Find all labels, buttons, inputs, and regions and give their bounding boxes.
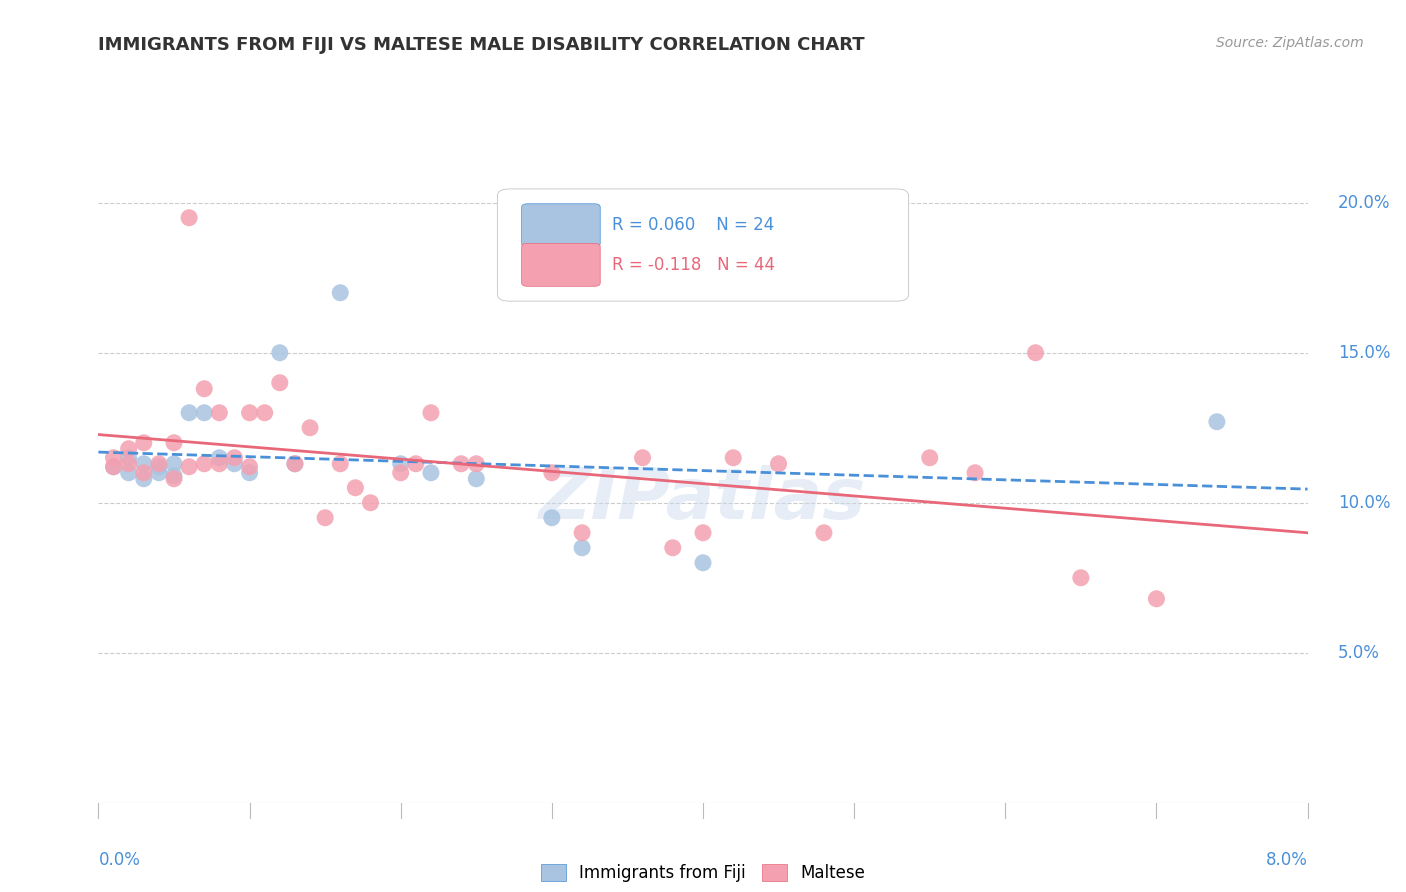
Point: [148, 466, 170, 480]
Point: [405, 457, 427, 471]
Point: [918, 450, 941, 465]
Point: [1024, 345, 1046, 359]
Point: [148, 457, 170, 471]
Point: [299, 421, 322, 435]
Point: [329, 457, 352, 471]
Text: 5.0%: 5.0%: [1339, 644, 1379, 662]
Point: [163, 457, 186, 471]
Point: [540, 510, 562, 524]
Text: 10.0%: 10.0%: [1339, 494, 1391, 512]
Point: [269, 376, 291, 390]
Point: [118, 466, 141, 480]
Point: [224, 457, 246, 471]
Point: [269, 345, 291, 359]
Point: [103, 459, 125, 474]
Point: [193, 382, 215, 396]
Point: [179, 211, 201, 225]
Legend: Immigrants from Fiji, Maltese: Immigrants from Fiji, Maltese: [534, 857, 872, 888]
FancyBboxPatch shape: [522, 203, 600, 247]
Point: [314, 510, 336, 524]
Point: [118, 442, 141, 456]
Point: [253, 406, 276, 420]
Point: [723, 450, 745, 465]
Point: [148, 459, 170, 474]
FancyBboxPatch shape: [498, 189, 908, 301]
Point: [239, 466, 262, 480]
Point: [132, 472, 155, 486]
Point: [239, 406, 262, 420]
Point: [163, 435, 186, 450]
Point: [118, 457, 141, 471]
Point: [208, 450, 231, 465]
Text: IMMIGRANTS FROM FIJI VS MALTESE MALE DISABILITY CORRELATION CHART: IMMIGRANTS FROM FIJI VS MALTESE MALE DIS…: [98, 36, 865, 54]
Point: [132, 457, 155, 471]
Text: R = -0.118   N = 44: R = -0.118 N = 44: [612, 256, 775, 274]
FancyBboxPatch shape: [522, 244, 600, 286]
Point: [1070, 571, 1092, 585]
Point: [179, 459, 201, 474]
Point: [965, 466, 987, 480]
Point: [540, 466, 562, 480]
Point: [692, 556, 714, 570]
Point: [692, 525, 714, 540]
Text: 8.0%: 8.0%: [1265, 851, 1308, 869]
Point: [132, 435, 155, 450]
Point: [179, 406, 201, 420]
Point: [118, 450, 141, 465]
Point: [193, 406, 215, 420]
Point: [208, 457, 231, 471]
Point: [284, 457, 307, 471]
Point: [329, 285, 352, 300]
Point: [163, 468, 186, 483]
Point: [571, 525, 593, 540]
Text: 15.0%: 15.0%: [1339, 343, 1391, 362]
Point: [193, 457, 215, 471]
Point: [419, 406, 441, 420]
Point: [103, 450, 125, 465]
Text: R = 0.060    N = 24: R = 0.060 N = 24: [612, 216, 775, 235]
Point: [359, 496, 381, 510]
Point: [1144, 591, 1167, 606]
Point: [1205, 415, 1229, 429]
Point: [132, 466, 155, 480]
Point: [208, 406, 231, 420]
Point: [813, 525, 835, 540]
Text: 0.0%: 0.0%: [98, 851, 141, 869]
Point: [163, 472, 186, 486]
Point: [571, 541, 593, 555]
Point: [465, 472, 488, 486]
Text: Source: ZipAtlas.com: Source: ZipAtlas.com: [1216, 36, 1364, 50]
Point: [450, 457, 472, 471]
Point: [224, 450, 246, 465]
Point: [661, 541, 683, 555]
Point: [284, 457, 307, 471]
Point: [419, 466, 441, 480]
Text: ZIPatlas: ZIPatlas: [540, 465, 866, 533]
Point: [631, 450, 654, 465]
Point: [465, 457, 488, 471]
Text: 20.0%: 20.0%: [1339, 194, 1391, 211]
Point: [389, 457, 412, 471]
Point: [389, 466, 412, 480]
Point: [768, 457, 790, 471]
Point: [344, 481, 367, 495]
Point: [103, 459, 125, 474]
Point: [239, 459, 262, 474]
